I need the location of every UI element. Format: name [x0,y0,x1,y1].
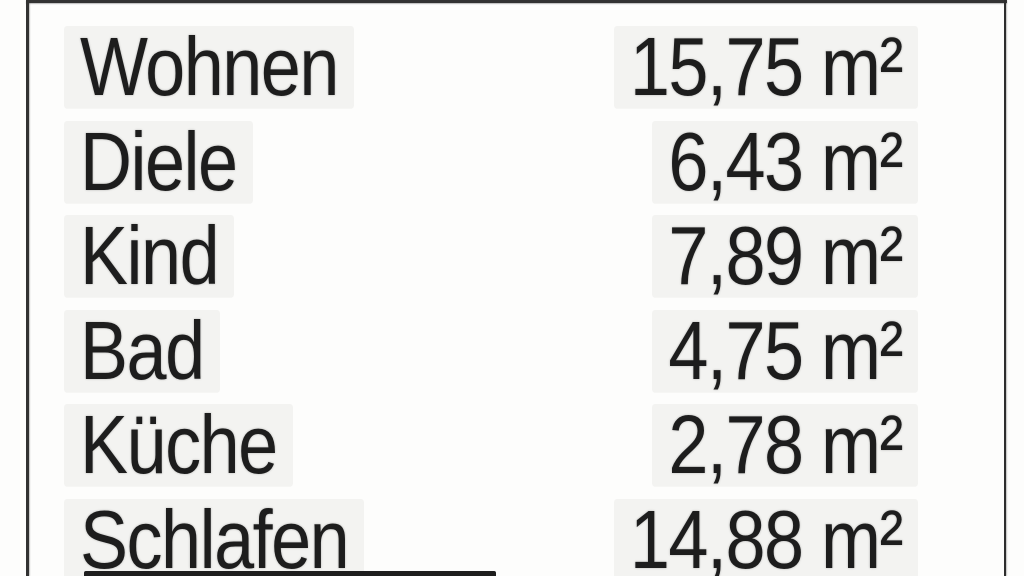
room-name: Wohnen [64,26,354,109]
table-border-right [1004,0,1006,576]
table-row: Bad 4,75 m² [64,310,918,393]
room-area: 15,75 m² [613,26,918,109]
table-row: Diele 6,43 m² [64,121,918,204]
room-name: Kind [64,215,235,298]
room-name: Küche [64,404,293,487]
room-name: Schlafen [64,499,365,576]
table-row: Schlafen 14,88 m² [64,499,918,576]
table-border-left [26,0,29,576]
room-area: 6,43 m² [652,121,918,204]
room-area: 2,78 m² [652,404,918,487]
room-name: Diele [64,121,253,204]
table-row: Kind 7,89 m² [64,215,918,298]
table-row: Küche 2,78 m² [64,404,918,487]
room-area: 14,88 m² [613,499,918,576]
bottom-rule [84,571,496,576]
room-area: 4,75 m² [652,310,918,393]
room-area: 7,89 m² [652,215,918,298]
room-name: Bad [64,310,220,393]
table-row: Wohnen 15,75 m² [64,26,918,109]
table-border-top [26,0,1007,3]
